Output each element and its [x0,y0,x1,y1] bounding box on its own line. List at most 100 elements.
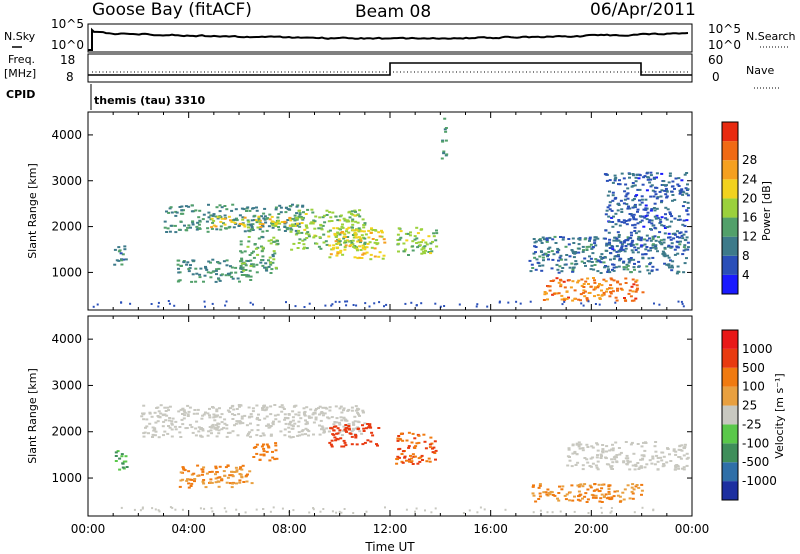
echo-cell [216,480,220,483]
echo-cell [642,208,646,211]
echo-cell [236,434,240,437]
echo-cell [674,466,678,469]
echo-cell [275,457,279,460]
echo-cell [289,230,293,233]
velocity-x-ticks: 00:00 04:00 08:00 12:00 16:00 20:00 00:00 [71,316,709,536]
echo-cell [612,269,616,272]
echo-cell [231,203,235,206]
echo-cell [247,226,250,229]
echo-cell [628,173,632,175]
echo-cell [410,460,414,463]
echo-cell [329,443,333,446]
echo-cell [558,256,562,259]
echo-cell [333,232,337,235]
echo-cell [562,280,566,283]
echo-cell [652,508,655,511]
noise-sky-trace [88,27,689,51]
echo-cell [216,476,220,479]
echo-cell [369,440,373,443]
echo-cell [549,280,553,282]
echo-cell [546,255,549,258]
echo-cell [114,460,118,462]
echo-cell [229,265,232,268]
echo-cell [223,507,226,510]
colorbar-tick-label: 100 [742,380,765,394]
echo-cell [336,219,340,222]
echo-cell [271,261,275,264]
echo-cell [369,253,373,256]
echo-cell [168,207,172,210]
echo-cell [349,432,353,435]
echo-cell [113,248,117,251]
echo-cell [215,268,219,271]
echo-cell [416,232,420,235]
echo-cell [284,211,288,214]
echo-cell [422,247,426,250]
echo-cell [233,414,237,416]
echo-cell [234,466,238,469]
echo-cell [250,415,254,418]
echo-cell [665,195,669,198]
echo-cell [168,302,171,305]
echo-cell [187,482,191,485]
echo-cell [592,489,596,492]
echo-cell [303,228,307,231]
echo-cell [607,485,611,488]
echo-cell [538,484,542,487]
echo-cell [170,428,174,431]
echo-cell [639,236,643,239]
echo-cell [624,277,628,280]
echo-cell [356,240,360,243]
echo-cell [604,265,607,267]
echo-cell [374,229,378,232]
echo-cell [306,231,310,234]
echo-cell [313,409,317,412]
echo-cell [157,436,161,439]
echo-cell [343,248,347,251]
echo-cell [216,217,220,220]
echo-cell [573,495,576,498]
cpid-row: CPID themis (tau) 3310 [6,84,206,110]
echo-cell [342,407,346,410]
echo-cell [347,408,351,411]
echo-cell [234,208,238,211]
echo-cell [338,233,342,236]
echo-cell [636,462,640,464]
echo-cell [285,301,287,304]
echo-cell [620,211,624,213]
echo-cell [357,230,361,233]
echo-cell [626,264,630,267]
echo-cell [144,426,147,429]
echo-cell [671,194,675,196]
echo-cell [161,425,165,428]
echo-cell [342,235,346,238]
echo-cell [233,218,237,221]
echo-cell [303,413,306,416]
echo-cell [640,493,643,496]
echo-cell [192,259,196,262]
echo-cell [411,453,415,456]
echo-cell [213,419,217,422]
echo-cell [683,262,687,265]
x-tick-label: 16:00 [473,522,508,536]
echo-cell [548,236,552,239]
echo-cell [679,449,683,451]
echo-cell [291,436,295,438]
echo-cell [676,218,680,221]
echo-cell [234,271,238,274]
echo-cell [625,223,629,226]
echo-cell [347,226,351,229]
echo-cell [631,206,635,209]
echo-cell [475,305,478,308]
echo-cell [396,233,400,236]
echo-cell [251,407,255,410]
echo-cell [270,215,274,218]
echo-cell [408,234,412,237]
echo-cell [568,499,572,502]
echo-cell [579,443,583,446]
echo-cell [653,190,657,193]
echo-cell [669,213,672,216]
echo-cell [668,225,672,228]
echo-cell [420,228,424,231]
